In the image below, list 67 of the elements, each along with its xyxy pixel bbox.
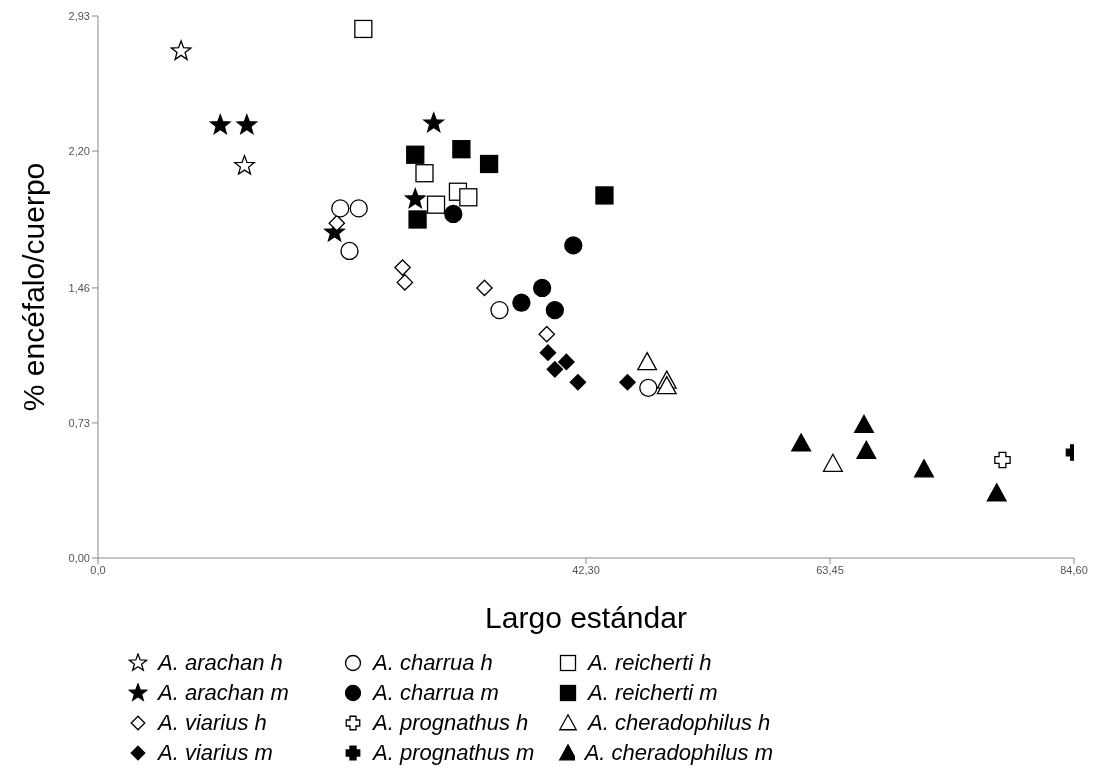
point (994, 451, 1011, 469)
point (822, 453, 843, 472)
point (569, 373, 587, 391)
point (539, 344, 557, 361)
y-tick-label: 2,93 (68, 9, 90, 22)
point (340, 241, 359, 261)
legend-label: A. cheradophilus m (584, 740, 773, 766)
point (459, 188, 478, 207)
legend-label: A. viarius m (158, 740, 273, 766)
x-axis-title: Largo estándar (485, 601, 687, 634)
point (444, 204, 463, 224)
point (619, 373, 636, 391)
y-axis-title: % encéfalo/cuerpo (16, 162, 50, 412)
point (476, 279, 493, 297)
legend-label: A. viarius h (158, 710, 267, 736)
point (639, 378, 658, 397)
point (354, 19, 373, 39)
point (404, 188, 426, 209)
legend-label: A. reicherti h (588, 650, 712, 676)
point (791, 433, 812, 452)
point (490, 300, 509, 320)
point (856, 440, 877, 460)
point (986, 483, 1007, 502)
point (394, 259, 411, 276)
legend-label: A. reicherti m (588, 680, 718, 706)
point (349, 199, 368, 218)
point (415, 164, 434, 183)
x-tick-label: 84,60 (1060, 563, 1088, 576)
point (558, 353, 575, 371)
legend-label: A. prognathus m (373, 740, 535, 766)
point (854, 414, 875, 434)
point (236, 114, 258, 135)
point (564, 236, 583, 255)
legend-label: A. charrua m (373, 680, 499, 706)
y-tick-label: 0,73 (68, 416, 90, 429)
point (328, 214, 346, 232)
point (479, 154, 499, 174)
point (538, 325, 556, 343)
point (533, 278, 552, 298)
point (595, 186, 614, 205)
point (331, 199, 350, 218)
point (209, 114, 231, 135)
point (408, 210, 427, 229)
legend-label: A. charrua h (373, 650, 493, 676)
point (512, 293, 531, 312)
point (426, 195, 446, 214)
point (546, 361, 564, 378)
legend-label: A. arachan h (158, 650, 283, 676)
x-tick-label: 42,30 (572, 563, 600, 576)
legend-label: A. cheradophilus h (588, 710, 771, 736)
point (656, 375, 677, 395)
point (914, 459, 935, 478)
point (452, 140, 471, 159)
point (406, 145, 425, 164)
y-tick-label: 1,46 (68, 281, 90, 294)
x-tick-label: 0,0 (90, 563, 106, 576)
y-tick-label: 2,20 (68, 144, 90, 157)
point (234, 154, 255, 175)
legend-label: A. arachan m (158, 680, 289, 706)
point (170, 40, 192, 61)
point (637, 351, 658, 371)
y-tick-label: 0,00 (68, 551, 90, 564)
point (545, 300, 564, 320)
x-tick-label: 63,45 (816, 563, 844, 576)
point (396, 274, 414, 291)
legend-label: A. prognathus h (373, 710, 529, 736)
point (423, 112, 445, 133)
